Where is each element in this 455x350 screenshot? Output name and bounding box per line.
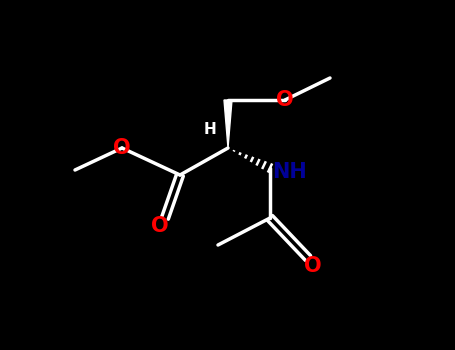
Text: H: H xyxy=(204,122,217,138)
Text: O: O xyxy=(304,256,322,276)
Text: NH: NH xyxy=(273,162,308,182)
Text: O: O xyxy=(151,216,169,236)
Polygon shape xyxy=(224,100,232,148)
Text: O: O xyxy=(113,138,131,158)
Text: O: O xyxy=(276,90,294,110)
